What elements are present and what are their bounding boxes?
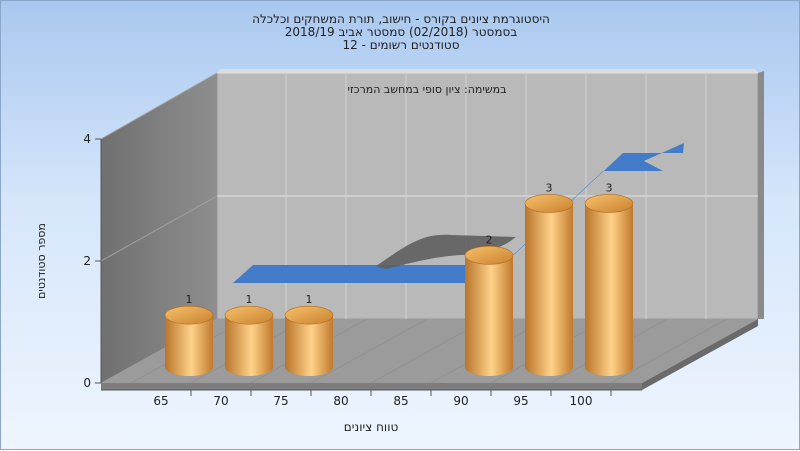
x-tick-label-85: 85 — [393, 394, 408, 408]
y-axis: 0 2 4 — [83, 132, 102, 390]
bar-body-100 — [585, 203, 633, 376]
trend-ribbon-surface — [233, 143, 684, 283]
trend-ribbon-shadow — [376, 234, 516, 269]
trend-ribbon — [233, 143, 684, 283]
bar-value-label-65: 1 — [186, 293, 193, 306]
bar-cap-100 — [584, 194, 634, 213]
chart-title-line-2: בסמסטר (02/2018) סמסטר אביב 2018/19 — [284, 25, 518, 39]
bars: 1 1 1 2 3 3 — [164, 181, 634, 376]
chart-title-line-3: סטודנטים רשומים - 12 — [342, 38, 460, 52]
bar-body-95 — [525, 203, 573, 376]
x-tick-label-70: 70 — [213, 394, 228, 408]
floor-front-edge — [101, 383, 642, 390]
floor-line-8 — [610, 318, 728, 384]
floor-right-edge — [642, 319, 758, 390]
bar-65 — [164, 305, 214, 376]
x-tick-label-95: 95 — [513, 394, 528, 408]
bar-body-70 — [225, 315, 273, 376]
bar-body-90 — [465, 255, 513, 376]
x-tick-label-80: 80 — [333, 394, 348, 408]
bar-value-label-100: 3 — [606, 181, 613, 194]
gridline-left-2 — [100, 72, 218, 140]
bar-value-label-90: 2 — [486, 233, 493, 246]
bar-70 — [224, 305, 274, 376]
y-axis-label: מספר סטודנטים — [35, 223, 48, 299]
bar-cap-65 — [164, 305, 214, 325]
y-tick-label-4: 4 — [83, 132, 91, 146]
y-tick-label-0: 0 — [83, 376, 91, 390]
back-wall-right-edge — [758, 71, 764, 319]
chart-subtitle: במשימה: ציון סופי במחשב המרכזי — [347, 83, 506, 96]
bar-body-75 — [285, 315, 333, 376]
x-tick-label-100: 100 — [570, 394, 593, 408]
x-tick-label-75: 75 — [273, 394, 288, 408]
bar-cap-95 — [524, 194, 574, 213]
chart-title-line-1: היסטוגרמת ציונים בקורס - חישוב, תורת המש… — [252, 12, 550, 26]
bar-95 — [524, 194, 574, 376]
bar-value-label-70: 1 — [246, 293, 253, 306]
x-tick-label-90: 90 — [453, 394, 468, 408]
back-wall-top-edge — [217, 69, 758, 73]
bar-cap-75 — [284, 305, 334, 325]
bar-value-label-75: 1 — [306, 293, 313, 306]
bar-75 — [284, 305, 334, 376]
bar-value-label-95: 3 — [546, 181, 553, 194]
x-axis: 65 70 75 80 85 90 95 100 — [101, 389, 642, 408]
bar-90 — [464, 246, 514, 376]
bar-cap-70 — [224, 305, 274, 325]
y-tick-label-2: 2 — [83, 254, 91, 268]
bar-cap-90 — [464, 246, 514, 265]
x-tick-label-65: 65 — [153, 394, 168, 408]
bar-100 — [584, 194, 634, 376]
floor-line-3 — [310, 318, 428, 384]
gridline-left-1 — [100, 195, 218, 262]
bar-body-65 — [165, 315, 213, 376]
x-axis-label: טווח ציונים — [344, 420, 399, 434]
